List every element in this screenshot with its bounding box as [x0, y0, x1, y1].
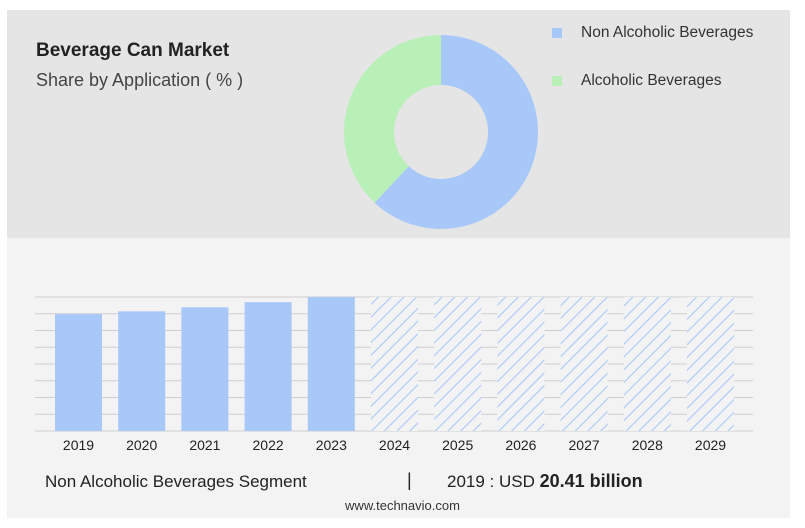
- tick-label-2019: 2019: [63, 437, 94, 453]
- tick-label-2026: 2026: [505, 437, 536, 453]
- legend-label-alcoholic: Alcoholic Beverages: [581, 72, 722, 89]
- bar-2019: [55, 314, 102, 431]
- bar-2025: [434, 297, 482, 431]
- bar-2022: [244, 302, 292, 431]
- legend-swatch-non-alcoholic: [552, 28, 562, 38]
- legend-item-alcoholic: Alcoholic Beverages: [552, 71, 753, 91]
- bar-chart: [55, 297, 734, 431]
- tick-label-2020: 2020: [126, 437, 157, 453]
- tick-label-2022: 2022: [253, 437, 284, 453]
- legend: Non Alcoholic Beverages Alcoholic Bevera…: [552, 23, 753, 119]
- bar-chart-x-axis: 2019 2020 2021 2022 2023 2024 2025 2026 2027 2028…: [63, 437, 726, 453]
- footer-value-prefix: 2019 : USD: [447, 472, 535, 491]
- footer-separator: |: [407, 470, 412, 490]
- bar-2028: [623, 297, 671, 431]
- footer-value: 2019 : USD 20.41 billion: [447, 471, 643, 492]
- bar-2029: [687, 297, 734, 431]
- bar-2020: [118, 311, 166, 431]
- bar-2021: [181, 307, 229, 431]
- legend-item-non-alcoholic: Non Alcoholic Beverages: [552, 23, 753, 43]
- bar-2024: [371, 297, 418, 431]
- footer-segment-label: Non Alcoholic Beverages Segment: [45, 472, 307, 491]
- bar-2023: [307, 297, 355, 431]
- legend-label-non-alcoholic: Non Alcoholic Beverages: [581, 24, 754, 41]
- donut-chart: [343, 34, 538, 229]
- tick-label-2021: 2021: [189, 437, 220, 453]
- source-link[interactable]: www.technavio.com: [345, 498, 460, 513]
- donut-slice-non-alcoholic: [374, 35, 538, 229]
- donut-slice-alcoholic: [343, 34, 441, 203]
- legend-swatch-alcoholic: [552, 76, 562, 86]
- chart-subtitle: Share by Application ( % ): [36, 70, 244, 90]
- bar-2027: [560, 297, 608, 431]
- tick-label-2028: 2028: [632, 437, 663, 453]
- tick-label-2024: 2024: [379, 437, 410, 453]
- bar-2026: [497, 297, 545, 431]
- footer-value-bold: 20.41 billion: [539, 471, 643, 491]
- tick-label-2029: 2029: [695, 437, 726, 453]
- tick-label-2027: 2027: [569, 437, 600, 453]
- tick-label-2025: 2025: [442, 437, 473, 453]
- chart-title: Beverage Can Market: [36, 40, 230, 61]
- tick-label-2023: 2023: [316, 437, 347, 453]
